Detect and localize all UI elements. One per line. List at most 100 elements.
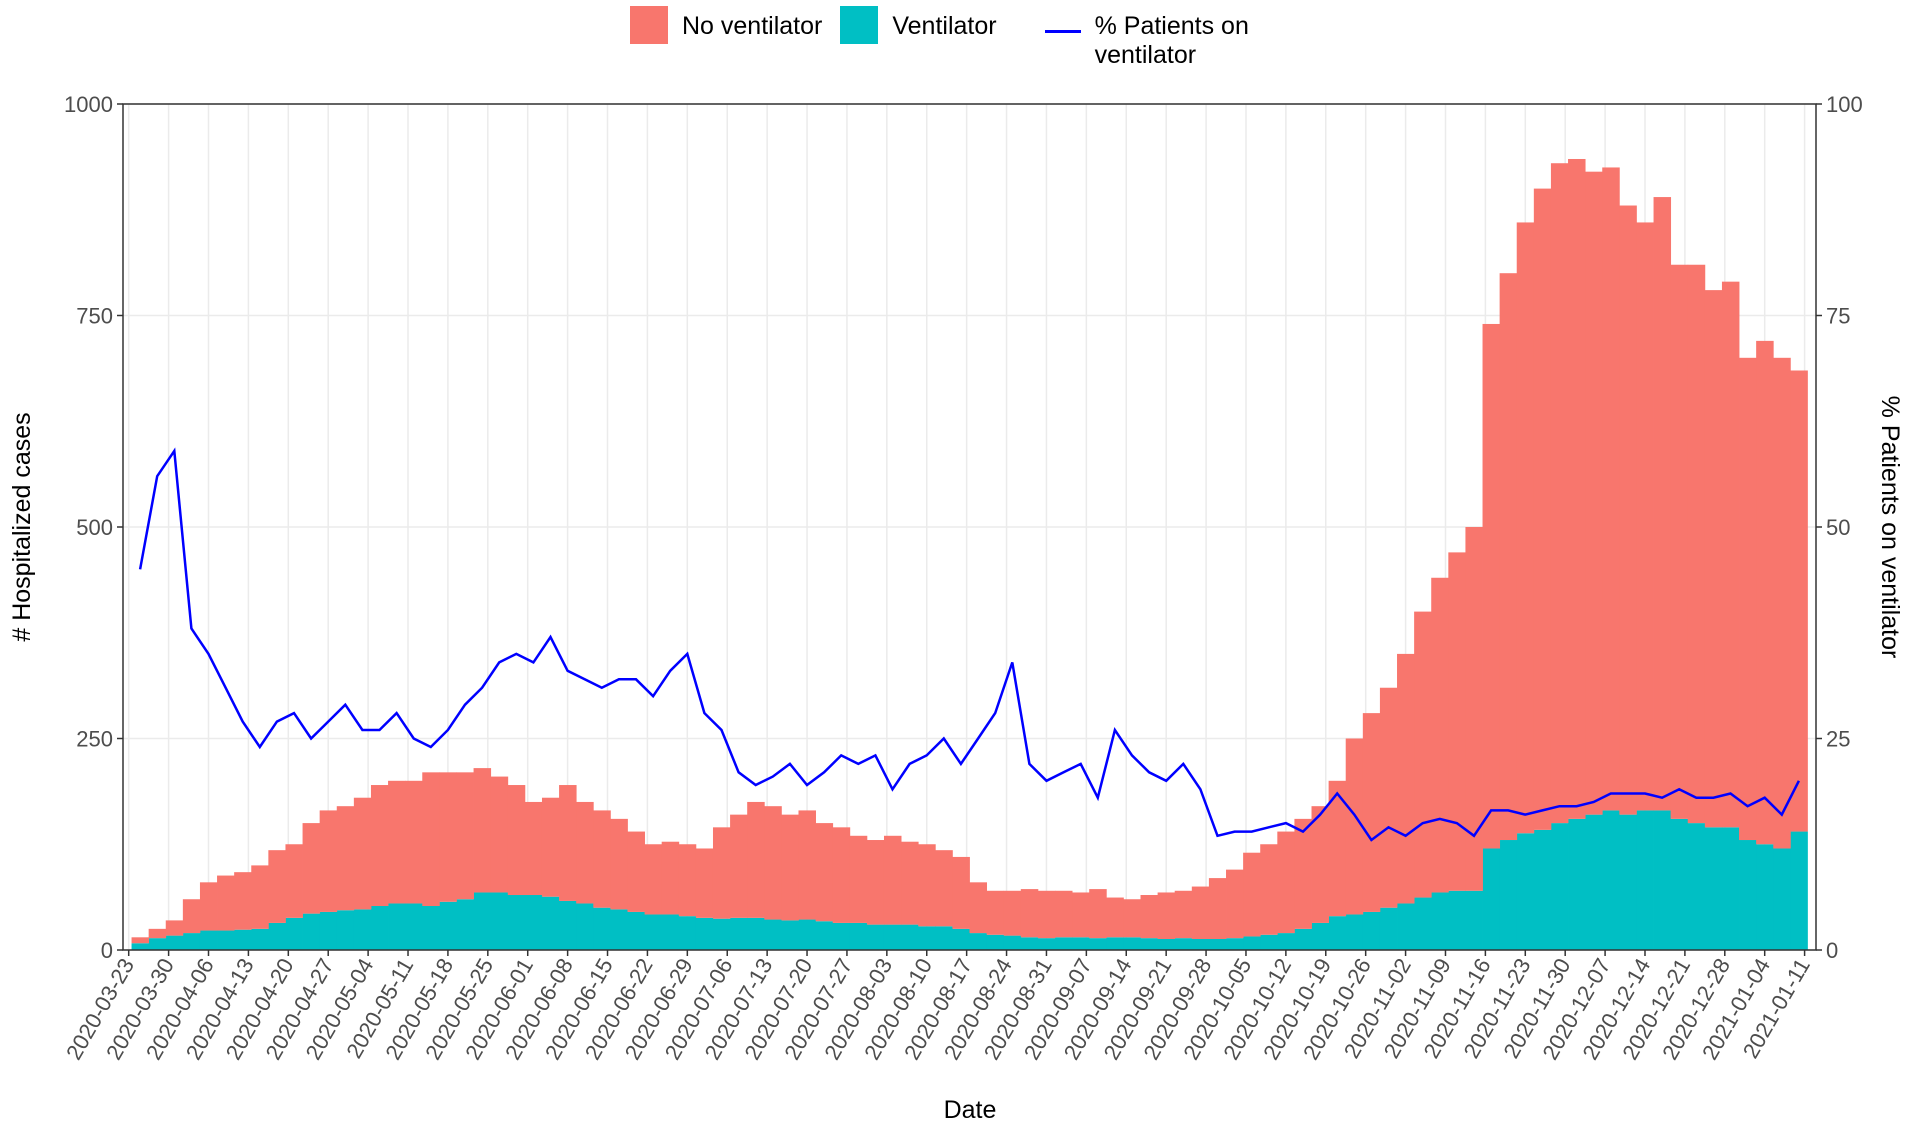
bar — [1431, 892, 1449, 950]
bar — [1585, 814, 1603, 950]
bar — [1790, 831, 1808, 950]
bar — [182, 899, 201, 934]
bar — [1414, 897, 1432, 950]
bar — [336, 910, 355, 950]
bar — [764, 806, 782, 920]
bar — [1431, 577, 1449, 893]
bar — [593, 907, 611, 950]
bar — [661, 841, 680, 915]
bar — [1277, 933, 1295, 950]
bar — [1037, 890, 1056, 939]
bar — [1653, 197, 1672, 811]
bar — [1106, 937, 1124, 950]
bar — [165, 920, 184, 936]
bar — [490, 776, 509, 893]
bar — [165, 935, 184, 950]
legend-label: No ventilator — [682, 12, 823, 40]
bar — [1072, 937, 1090, 950]
bar — [576, 903, 594, 950]
bar — [1670, 818, 1689, 950]
bar — [1226, 869, 1244, 939]
bar — [901, 841, 919, 925]
bar — [405, 903, 423, 950]
bar — [473, 892, 492, 950]
bar — [901, 924, 919, 950]
bar — [730, 814, 748, 918]
y2-tick-label: 0 — [1826, 938, 1838, 963]
bar — [1089, 938, 1107, 950]
bar — [1636, 222, 1654, 811]
bar — [1243, 852, 1261, 937]
bar — [507, 785, 526, 896]
bar — [627, 911, 645, 950]
bar — [268, 850, 286, 923]
bar — [148, 938, 167, 950]
bar — [1687, 823, 1706, 950]
bar — [1568, 158, 1586, 819]
bar — [182, 933, 201, 950]
bar — [1123, 899, 1141, 938]
bar — [1756, 844, 1774, 950]
bar — [935, 850, 953, 927]
bar — [1174, 938, 1193, 950]
bar — [1345, 914, 1364, 950]
bar — [1055, 937, 1073, 950]
bar — [1533, 188, 1552, 830]
bar — [1756, 340, 1774, 845]
bar — [1619, 814, 1637, 950]
bar — [439, 772, 457, 902]
bar — [1020, 937, 1039, 950]
bar — [1516, 833, 1535, 950]
bar — [1704, 290, 1723, 828]
bar — [541, 896, 560, 950]
bar — [798, 919, 816, 950]
bar — [678, 844, 697, 917]
bar — [849, 835, 868, 923]
bar — [1379, 687, 1398, 908]
bar — [1773, 848, 1791, 950]
bar — [883, 835, 902, 925]
bar — [610, 909, 628, 950]
bar — [1003, 890, 1022, 936]
bar — [1243, 936, 1261, 950]
bar — [712, 827, 731, 919]
bar — [285, 844, 303, 918]
bar — [695, 917, 714, 950]
bar — [422, 772, 440, 907]
line — [138, 447, 1801, 842]
bar — [456, 899, 474, 950]
bar — [918, 844, 936, 927]
bar — [747, 917, 765, 950]
bar — [781, 814, 799, 921]
y2-tick-label: 25 — [1826, 727, 1850, 752]
y-tick-label: 1000 — [64, 92, 113, 117]
bar — [439, 901, 457, 950]
bar — [1294, 818, 1312, 929]
bar — [576, 801, 594, 904]
bar — [490, 892, 509, 950]
bar — [764, 919, 782, 950]
bar — [1345, 738, 1364, 915]
bar — [1602, 810, 1620, 950]
bar — [1260, 844, 1278, 935]
bar — [627, 831, 645, 912]
bar — [148, 928, 167, 939]
bar — [832, 827, 851, 923]
bar — [370, 785, 389, 907]
bar — [131, 943, 150, 950]
bar — [507, 895, 526, 950]
legend-item: % Patients on ventilator — [1015, 6, 1285, 70]
bar — [388, 903, 406, 950]
bar — [952, 928, 970, 950]
bar — [353, 909, 372, 950]
bar — [1260, 934, 1278, 950]
bar — [1585, 171, 1603, 815]
bar — [1721, 827, 1740, 950]
bar — [319, 911, 338, 950]
bar — [849, 922, 868, 950]
legend: No ventilator Ventilator % Patients on ven… — [630, 6, 1303, 70]
bar — [918, 926, 936, 950]
bar — [353, 797, 372, 910]
